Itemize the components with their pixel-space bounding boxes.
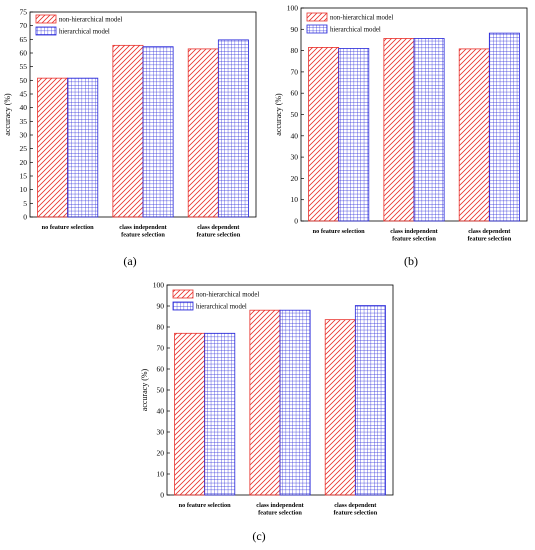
- category-label: class dependent: [334, 502, 377, 509]
- y-tick-label: 15: [20, 172, 28, 181]
- y-tick-label: 90: [157, 302, 165, 311]
- y-tick-label: 0: [23, 213, 27, 222]
- y-tick-label: 50: [291, 110, 299, 119]
- legend-label: hierarchical model: [59, 29, 110, 36]
- bar: [187, 48, 219, 218]
- y-tick-label: 30: [291, 153, 299, 162]
- category-label: feature selection: [121, 232, 165, 239]
- legend-swatch: [35, 14, 57, 24]
- y-tick-label: 0: [160, 491, 164, 500]
- bar: [413, 38, 445, 222]
- legend-label: non-hierarchical model: [330, 15, 393, 22]
- bar: [112, 44, 144, 218]
- chart-panel-c: 0 10 20 30 40 50 60 70 80 90 100 accuracy (%) no fea…: [140, 281, 394, 543]
- y-tick-label: 65: [20, 35, 28, 44]
- category-label: class independent: [119, 224, 167, 231]
- legend-swatch: [35, 26, 57, 36]
- legend-swatch: [172, 301, 194, 311]
- bar: [308, 47, 340, 222]
- y-tick-label: 40: [291, 131, 299, 140]
- category-label: class independent: [390, 228, 438, 235]
- y-tick-label: 30: [157, 428, 165, 437]
- legend-swatch: [306, 12, 328, 22]
- legend-label: non-hierarchical model: [59, 17, 122, 24]
- bar: [174, 332, 206, 496]
- y-tick-label: 35: [20, 117, 28, 126]
- bar: [338, 48, 370, 222]
- bar: [279, 309, 311, 496]
- category-label: class dependent: [468, 228, 511, 235]
- bar: [324, 319, 356, 496]
- y-tick-label: 20: [291, 174, 299, 183]
- panel-label: (c): [252, 529, 265, 543]
- bar: [488, 32, 520, 222]
- legend-label: hierarchical model: [196, 304, 247, 311]
- legend-swatch: [172, 289, 194, 299]
- bar: [458, 48, 490, 222]
- chart-panel-a: 0 5 10 15 20 25 30 35 40 45 50 55 60 65 70 75 accuracy (…: [3, 8, 257, 268]
- bar: [354, 305, 386, 496]
- panel-label: (b): [404, 254, 418, 268]
- y-tick-label: 0: [294, 217, 298, 226]
- bar: [217, 39, 249, 218]
- y-tick-label: 70: [291, 67, 299, 76]
- y-tick-label: 60: [20, 49, 28, 58]
- category-label: feature selection: [392, 236, 436, 243]
- y-tick-label: 20: [157, 449, 165, 458]
- y-tick-label: 50: [157, 386, 165, 395]
- panel-label: (a): [123, 254, 136, 268]
- y-tick-label: 100: [287, 4, 299, 13]
- y-axis-label: accuracy (%): [274, 93, 283, 136]
- bar: [204, 332, 236, 496]
- y-tick-label: 30: [20, 131, 28, 140]
- y-axis-label: accuracy (%): [140, 368, 149, 411]
- y-tick-label: 50: [20, 76, 28, 85]
- y-tick-label: 45: [20, 90, 28, 99]
- y-tick-label: 20: [20, 158, 28, 167]
- y-tick-label: 60: [157, 365, 165, 374]
- y-axis-label: accuracy (%): [3, 93, 12, 136]
- y-tick-label: 100: [153, 281, 165, 290]
- y-tick-label: 55: [20, 62, 28, 71]
- y-tick-label: 60: [291, 89, 299, 98]
- y-tick-label: 70: [157, 344, 165, 353]
- y-tick-label: 40: [157, 407, 165, 416]
- bar: [249, 309, 281, 496]
- category-label: no feature selection: [42, 224, 94, 231]
- y-tick-label: 5: [23, 199, 27, 208]
- y-tick-label: 25: [20, 144, 28, 153]
- y-tick-label: 80: [157, 323, 165, 332]
- bar: [37, 77, 69, 218]
- y-tick-label: 75: [20, 8, 28, 17]
- category-label: no feature selection: [179, 502, 231, 509]
- category-label: feature selection: [467, 236, 511, 243]
- y-tick-label: 40: [20, 103, 28, 112]
- bar: [142, 46, 174, 218]
- y-tick-label: 10: [291, 195, 299, 204]
- y-tick-label: 10: [20, 185, 28, 194]
- bar: [67, 77, 99, 218]
- category-label: class independent: [256, 502, 304, 509]
- category-label: feature selection: [196, 232, 240, 239]
- chart-panel-b: 0 10 20 30 40 50 60 70 80 90 100 accuracy (%) no fea…: [274, 4, 528, 268]
- legend-swatch: [306, 24, 328, 34]
- y-tick-label: 10: [157, 470, 165, 479]
- legend-label: non-hierarchical model: [196, 292, 259, 299]
- bar: [383, 38, 415, 222]
- y-tick-label: 70: [20, 21, 28, 30]
- category-label: feature selection: [333, 510, 377, 517]
- category-label: feature selection: [258, 510, 302, 517]
- category-label: no feature selection: [313, 228, 365, 235]
- y-tick-label: 80: [291, 46, 299, 55]
- legend-label: hierarchical model: [330, 27, 381, 34]
- category-label: class dependent: [197, 224, 240, 231]
- y-tick-label: 90: [291, 25, 299, 34]
